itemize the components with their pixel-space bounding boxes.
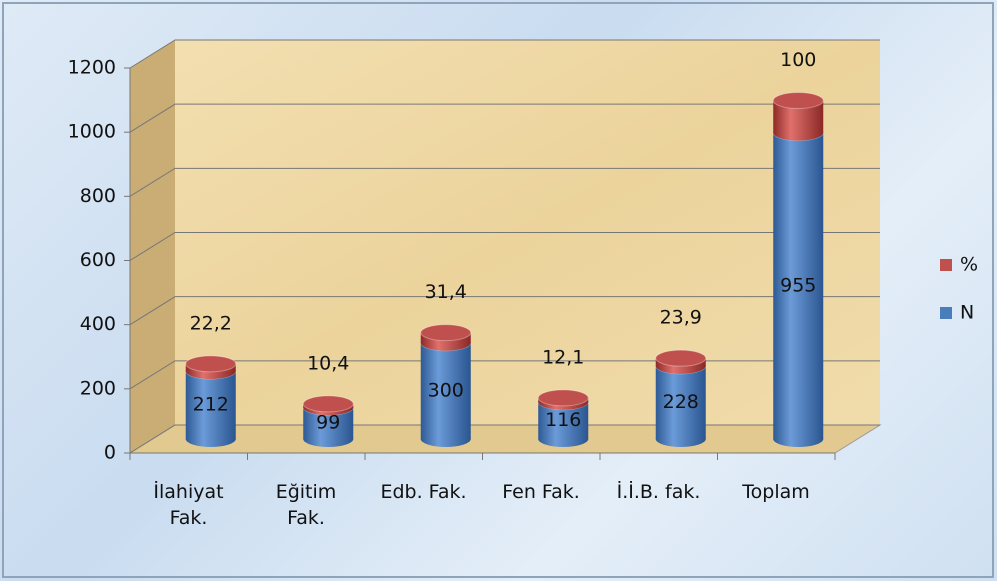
- data-label: 31,4: [425, 281, 467, 303]
- data-label: 116: [545, 409, 581, 431]
- data-label: 99: [316, 412, 340, 434]
- grid-line: [129, 232, 880, 261]
- y-tick-label: 800: [80, 185, 116, 207]
- cylinder: [537, 389, 589, 410]
- legend-label: %: [960, 254, 978, 276]
- data-label: 12,1: [542, 346, 584, 368]
- floor: [128, 424, 882, 454]
- legend-swatch: [940, 307, 952, 319]
- x-tick-label: İlahiyat Fak.: [153, 481, 224, 529]
- data-label: 228: [663, 391, 699, 413]
- y-tick-label: 1200: [68, 57, 116, 79]
- data-label: 100: [780, 49, 816, 71]
- y-tick-label: 600: [80, 249, 116, 271]
- cylinder: [302, 395, 354, 416]
- data-label: 23,9: [660, 307, 702, 329]
- cylinder: [655, 349, 707, 374]
- legend-swatch: [940, 259, 952, 271]
- data-label: 300: [428, 379, 464, 401]
- data-label: 212: [193, 393, 229, 415]
- y-tick-label: 1000: [68, 121, 116, 143]
- data-label: 955: [780, 274, 816, 296]
- data-label: 22,2: [190, 312, 232, 334]
- cylinder: [420, 324, 472, 351]
- cylinder: [772, 92, 824, 141]
- grid-line: [129, 296, 880, 326]
- y-tick-label: 400: [80, 313, 116, 335]
- grid-line: [129, 39, 880, 69]
- legend-label: N: [960, 302, 974, 324]
- x-tick-label: İ.İ.B. fak.: [616, 481, 701, 503]
- x-tick-label: Edb. Fak.: [380, 481, 467, 503]
- y-tick-label: 200: [80, 377, 116, 399]
- grid-line: [129, 167, 880, 197]
- data-label: 10,4: [307, 352, 349, 374]
- y-tick-label: 0: [104, 442, 116, 464]
- x-tick-label: Fen Fak.: [502, 481, 580, 503]
- grid-line: [129, 103, 880, 133]
- grid-line: [129, 360, 880, 390]
- x-tick-label: Toplam: [742, 481, 810, 503]
- x-tick-label: Eğitim Fak.: [275, 481, 337, 529]
- cylinder: [772, 124, 824, 447]
- cylinder: [185, 355, 237, 379]
- grid-line: [129, 424, 880, 454]
